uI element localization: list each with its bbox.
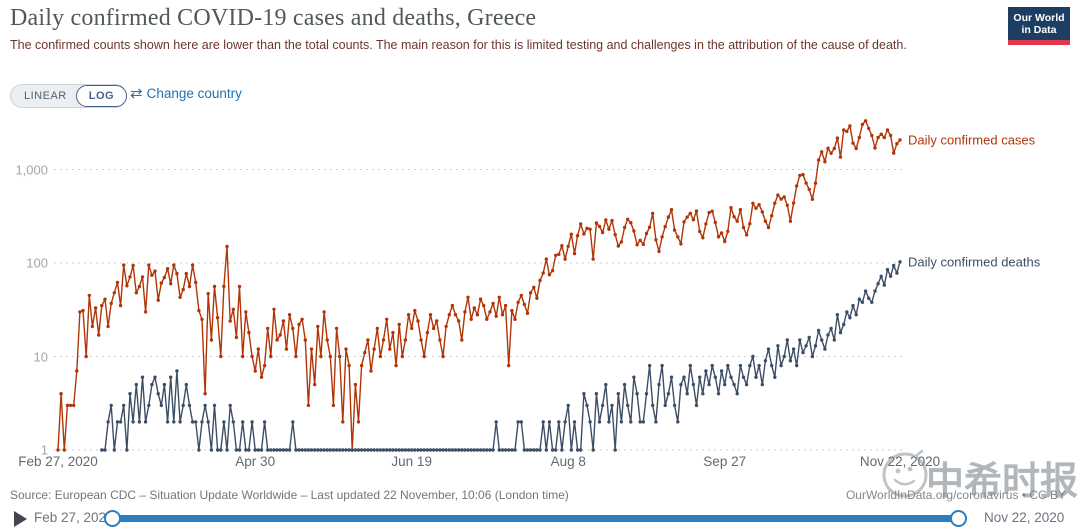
timeline-handle-end[interactable] bbox=[950, 510, 967, 527]
x-axis-tick: Aug 8 bbox=[550, 454, 586, 469]
chart-subtitle: The confirmed counts shown here are lowe… bbox=[10, 38, 907, 52]
page-title: Daily confirmed COVID-19 cases and death… bbox=[10, 5, 537, 31]
y-axis-tick: 100 bbox=[26, 255, 48, 271]
series-markers-cases bbox=[56, 119, 902, 452]
swap-arrows-icon: ⇄ bbox=[130, 84, 143, 102]
owid-logo: Our World in Data bbox=[1008, 7, 1070, 45]
series-markers-deaths bbox=[100, 260, 902, 452]
timeline-start-date: Feb 27, 2020 bbox=[34, 510, 114, 525]
x-axis-tick: Nov 22, 2020 bbox=[859, 454, 941, 469]
timeline-track[interactable] bbox=[112, 515, 958, 522]
chart-canvas[interactable] bbox=[0, 110, 1080, 480]
credit-note: OurWorldInData.org/coronavirus • CC BY bbox=[845, 488, 1066, 502]
watermark-text: 中希时报 bbox=[926, 461, 1079, 503]
watermark-logo-icon bbox=[880, 448, 930, 507]
chart-area[interactable]: 1 10 100 1,000 Feb 27, 2020 Apr 30 Jun 19 Aug 8… bbox=[0, 110, 1080, 480]
x-axis-tick: Feb 27, 2020 bbox=[18, 454, 98, 469]
y-axis-tick: 1 bbox=[40, 442, 48, 458]
change-country-label: Change country bbox=[146, 86, 242, 101]
y-axis-tick: 10 bbox=[33, 349, 48, 364]
source-note: Source: European CDC – Situation Update … bbox=[10, 488, 569, 502]
x-axis-tick: Apr 30 bbox=[235, 454, 276, 469]
timeline-handle-start[interactable] bbox=[104, 510, 121, 527]
y-axis-tick: 1,000 bbox=[15, 162, 48, 177]
series-end-label: Daily confirmed deaths bbox=[908, 254, 1041, 270]
owid-logo-text: Our World in Data bbox=[1013, 11, 1065, 36]
change-country-button[interactable]: ⇄ Change country bbox=[130, 84, 242, 102]
series-end-label: Daily confirmed cases bbox=[908, 132, 1036, 148]
log-scale-button[interactable]: LOG bbox=[75, 85, 128, 107]
x-axis-tick: Sep 27 bbox=[703, 454, 747, 469]
x-axis-tick: Jun 19 bbox=[391, 454, 432, 469]
timeline-end-date: Nov 22, 2020 bbox=[984, 510, 1065, 525]
scale-toggle[interactable]: LINEAR LOG bbox=[10, 84, 128, 108]
play-icon[interactable] bbox=[14, 511, 27, 527]
linear-scale-button[interactable]: LINEAR bbox=[24, 90, 67, 102]
